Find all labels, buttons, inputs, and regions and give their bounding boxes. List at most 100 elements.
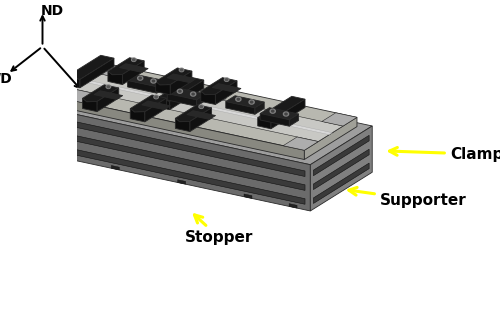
Polygon shape — [170, 80, 204, 110]
Polygon shape — [212, 84, 241, 92]
Polygon shape — [94, 91, 122, 100]
Polygon shape — [74, 74, 343, 142]
Text: ND: ND — [41, 4, 64, 18]
Circle shape — [200, 106, 202, 108]
Polygon shape — [45, 108, 310, 211]
Polygon shape — [156, 68, 192, 85]
Circle shape — [139, 77, 141, 79]
Circle shape — [222, 96, 226, 99]
Polygon shape — [85, 80, 332, 134]
Polygon shape — [156, 82, 170, 95]
Polygon shape — [322, 113, 357, 126]
Polygon shape — [168, 88, 206, 100]
Polygon shape — [128, 81, 157, 93]
Circle shape — [154, 95, 158, 99]
Polygon shape — [216, 81, 237, 105]
Circle shape — [285, 113, 287, 115]
Polygon shape — [130, 108, 145, 122]
Polygon shape — [145, 98, 167, 122]
Polygon shape — [310, 126, 372, 211]
Polygon shape — [290, 114, 298, 126]
Polygon shape — [226, 101, 255, 114]
Polygon shape — [260, 114, 290, 126]
Circle shape — [250, 101, 252, 103]
Polygon shape — [314, 135, 369, 176]
Circle shape — [152, 80, 154, 82]
Polygon shape — [82, 98, 97, 112]
Circle shape — [151, 79, 156, 83]
Polygon shape — [99, 65, 134, 78]
Polygon shape — [156, 77, 204, 101]
Polygon shape — [156, 99, 170, 110]
Polygon shape — [190, 108, 212, 132]
Polygon shape — [244, 194, 252, 198]
Polygon shape — [60, 98, 304, 160]
Polygon shape — [201, 78, 237, 95]
Circle shape — [272, 110, 274, 112]
Text: WD: WD — [0, 72, 12, 86]
Polygon shape — [128, 75, 166, 87]
Circle shape — [130, 76, 133, 79]
Circle shape — [179, 91, 181, 92]
Polygon shape — [60, 65, 357, 150]
Polygon shape — [170, 71, 192, 95]
Polygon shape — [108, 71, 122, 84]
Circle shape — [284, 112, 288, 116]
Circle shape — [180, 69, 182, 71]
Polygon shape — [255, 102, 264, 114]
Polygon shape — [201, 91, 216, 105]
Circle shape — [236, 97, 241, 101]
Polygon shape — [304, 117, 357, 160]
Text: CWD: CWD — [88, 100, 124, 114]
Circle shape — [249, 100, 254, 104]
Circle shape — [155, 96, 157, 98]
Circle shape — [108, 86, 110, 88]
Polygon shape — [176, 105, 212, 122]
Polygon shape — [112, 165, 120, 170]
Text: Stopper: Stopper — [185, 215, 254, 245]
Circle shape — [190, 92, 196, 96]
Text: Clamp: Clamp — [390, 147, 500, 161]
Circle shape — [226, 79, 228, 81]
Polygon shape — [97, 88, 119, 112]
Polygon shape — [314, 163, 369, 204]
Polygon shape — [226, 96, 264, 108]
Polygon shape — [60, 89, 96, 102]
Polygon shape — [130, 95, 166, 112]
Polygon shape — [187, 111, 216, 119]
Polygon shape — [82, 85, 119, 102]
Circle shape — [178, 89, 182, 93]
Circle shape — [106, 85, 110, 89]
Polygon shape — [45, 69, 372, 165]
Circle shape — [152, 107, 155, 110]
Polygon shape — [258, 117, 271, 129]
Polygon shape — [178, 180, 186, 184]
Polygon shape — [258, 96, 305, 120]
Polygon shape — [66, 77, 80, 88]
Polygon shape — [260, 108, 298, 120]
Polygon shape — [283, 137, 318, 150]
Polygon shape — [122, 61, 144, 84]
Polygon shape — [108, 58, 144, 75]
Polygon shape — [120, 64, 148, 73]
Polygon shape — [66, 55, 114, 80]
Circle shape — [138, 76, 143, 80]
Polygon shape — [56, 153, 64, 158]
Polygon shape — [50, 130, 305, 190]
Polygon shape — [157, 81, 166, 93]
Polygon shape — [176, 118, 190, 132]
Circle shape — [224, 78, 229, 81]
Circle shape — [132, 58, 136, 61]
Polygon shape — [271, 99, 305, 129]
Polygon shape — [167, 74, 196, 82]
Circle shape — [238, 99, 240, 100]
Polygon shape — [50, 116, 305, 177]
Polygon shape — [168, 93, 196, 106]
Circle shape — [199, 105, 203, 108]
Polygon shape — [142, 101, 171, 110]
Circle shape — [192, 93, 194, 95]
Polygon shape — [50, 144, 305, 204]
Polygon shape — [314, 149, 369, 190]
Circle shape — [270, 109, 276, 113]
Polygon shape — [289, 204, 297, 208]
